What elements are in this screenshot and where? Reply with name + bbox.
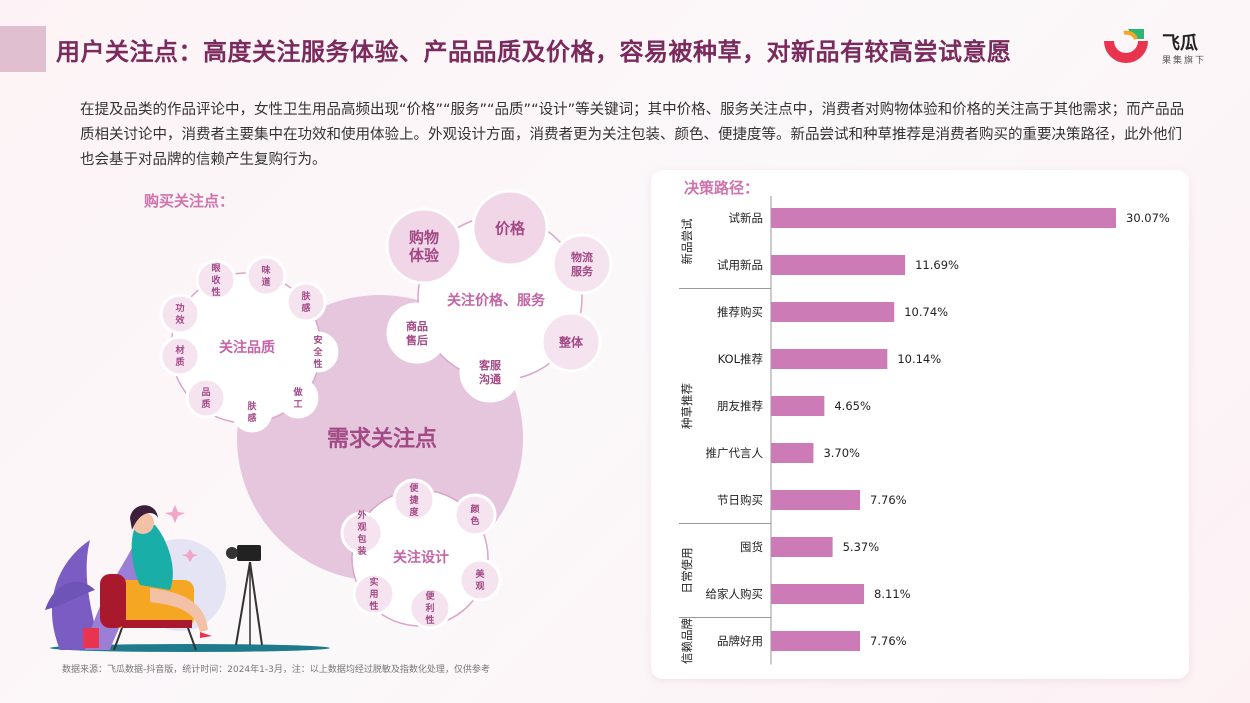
bubble-1-3: 安全性 — [297, 331, 339, 373]
bubble-0-5: 商品售后 — [386, 302, 448, 364]
value-label: 4.65% — [834, 399, 871, 413]
decision-path-panel — [651, 170, 1189, 679]
value-label: 7.76% — [870, 634, 907, 648]
bubble-0-3: 整体 — [540, 311, 602, 373]
group-label: 新品尝试 — [680, 218, 694, 264]
bubble-label: 做工 — [292, 386, 303, 410]
bubble-label: 味道 — [261, 264, 270, 288]
bubble-2-2: 美观 — [458, 558, 502, 602]
bubble-label: 材质 — [174, 344, 184, 368]
attention-bubble-diagram: 需求关注点 关注价格、服务 关注品质 关注设计 购物体验 价格物流服务整体客服沟通… — [45, 189, 613, 652]
data-source-note: 数据来源：飞瓜数据-抖音版，统计时间：2024年1-3月，注：以上数据均经过脱敏… — [62, 665, 490, 675]
bubble-label: 物流服务 — [571, 250, 594, 278]
category-label: 推荐购买 — [717, 305, 763, 319]
bubble-1-7: 材质 — [159, 335, 201, 377]
value-label: 10.14% — [897, 352, 941, 366]
bubble-2-0: 便捷度 — [392, 478, 436, 522]
group-label: 日常使用 — [680, 548, 694, 594]
category-label: 朋友推荐 — [717, 399, 763, 413]
bubble-label: 购物体验 — [409, 228, 440, 264]
bar-7 — [771, 537, 833, 557]
bubble-label: 眼收性 — [211, 263, 220, 298]
category-label: 试用新品 — [717, 258, 763, 272]
bubble-label: 安全性 — [312, 334, 323, 370]
category-label: 给家人购买 — [706, 587, 764, 601]
bubble-1-5: 肤感 — [231, 391, 273, 433]
category-label: KOL推荐 — [718, 352, 763, 366]
value-label: 10.74% — [904, 305, 948, 319]
category-label: 节日购买 — [717, 493, 763, 507]
page-title: 用户关注点：高度关注服务体验、产品品质及价格，容易被种草，对新品有较高尝试意愿 — [56, 38, 1012, 66]
bubble-2-3: 便利性 — [408, 586, 452, 630]
bubble-1-0: 眼收性 — [195, 259, 237, 301]
bar-3 — [771, 349, 888, 369]
value-label: 7.76% — [870, 493, 907, 507]
bubble-label: 便利性 — [424, 590, 435, 626]
value-label: 8.11% — [874, 587, 911, 601]
bubble-label: 品质 — [201, 387, 210, 410]
value-label: 5.37% — [843, 540, 880, 554]
feigua-logo-icon — [1104, 29, 1148, 63]
bubble-2-5: 外观包装 — [340, 509, 384, 557]
logo-name: 飞瓜 — [1162, 33, 1198, 54]
category-label: 推广代言人 — [706, 446, 764, 460]
bubble-2-4: 实用性 — [352, 572, 396, 616]
logo-subtitle: 果集旗下 — [1162, 56, 1207, 66]
bubble-label: 价格 — [495, 219, 526, 237]
design-group-label: 关注设计 — [393, 549, 449, 566]
value-label: 11.69% — [915, 258, 959, 272]
group-label: 信赖品牌 — [680, 618, 694, 664]
bubble-0-4: 客服沟通 — [459, 341, 521, 403]
category-label: 试新品 — [729, 211, 764, 225]
bubble-label: 客服沟通 — [478, 358, 502, 386]
bubble-label: 肤感 — [247, 400, 257, 424]
bubble-label: 实用性 — [368, 576, 378, 612]
bar-2 — [771, 302, 895, 322]
bar-4 — [771, 396, 825, 416]
bubble-2-1: 颜色 — [453, 493, 497, 537]
bar-5 — [771, 443, 814, 463]
bubble-0-2: 物流服务 — [551, 233, 613, 295]
group-label: 种草推荐 — [680, 383, 694, 429]
bubble-label: 商品售后 — [405, 319, 428, 347]
bubble-1-2: 肤感 — [285, 281, 327, 323]
quality-group-label: 关注品质 — [219, 339, 275, 356]
bubble-1-1: 味道 — [245, 255, 287, 297]
category-label: 囤货 — [740, 540, 763, 554]
influencer-illustration — [45, 505, 330, 652]
bar-8 — [771, 584, 865, 604]
bubble-label: 整体 — [558, 334, 584, 349]
bubble-1-8: 功效 — [159, 293, 201, 335]
bubble-label: 肤感 — [301, 290, 311, 314]
left-section-label: 购买关注点： — [144, 192, 235, 210]
bubble-label: 颜色 — [470, 503, 479, 527]
category-label: 品牌好用 — [717, 634, 763, 648]
bubble-1-4: 做工 — [277, 377, 319, 419]
bubble-label: 美观 — [475, 568, 485, 592]
bar-1 — [771, 255, 906, 275]
title-accent-block — [0, 26, 46, 72]
bar-0 — [771, 208, 1116, 228]
value-label: 30.07% — [1126, 211, 1170, 225]
value-label: 3.70% — [823, 446, 860, 460]
center-label: 需求关注点 — [327, 426, 437, 452]
bubble-1-6: 品质 — [185, 377, 227, 419]
chart-title: 决策路径： — [684, 179, 760, 197]
intro-paragraph: 在提及品类的作品评论中，女性卫生用品高频出现“价格”“服务”“品质”“设计”等关… — [80, 102, 1185, 168]
bubble-label: 功效 — [175, 302, 185, 326]
price-service-group-label: 关注价格、服务 — [447, 292, 546, 309]
bubble-0-0: 购物体验 — [385, 207, 463, 285]
bubble-0-1: 价格 — [471, 189, 549, 267]
bubble-label: 外观包装 — [356, 509, 367, 557]
bar-9 — [771, 631, 861, 651]
bubble-label: 便捷度 — [409, 482, 419, 518]
bar-6 — [771, 490, 861, 510]
